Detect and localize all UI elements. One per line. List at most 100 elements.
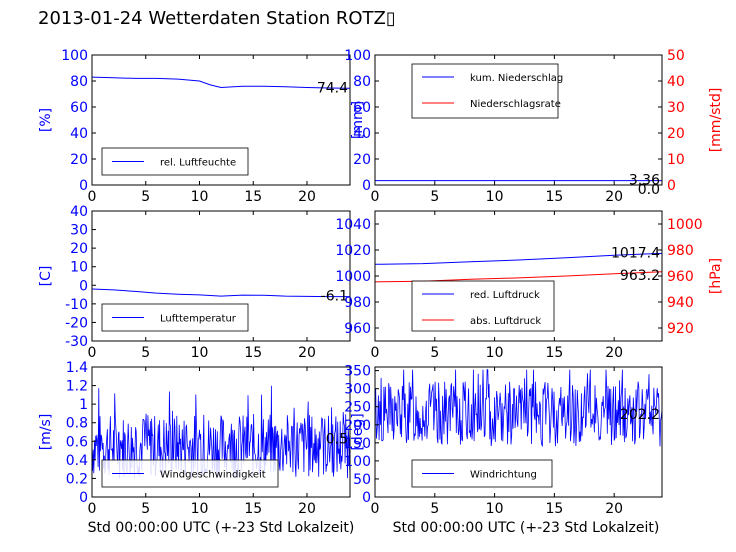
legend-entry: Windrichtung (470, 470, 537, 481)
y-right-tick-label: 40 (667, 74, 685, 90)
y-tick-label: 0.6 (66, 434, 88, 450)
y-tick-label: -10 (65, 297, 88, 313)
y-tick-label: 300 (344, 382, 371, 398)
y-tick-label: 0 (79, 490, 88, 506)
legend-entry: Windgeschwindigkeit (160, 470, 266, 481)
x-tick-label: 20 (605, 189, 623, 205)
last-value-label: 1017.4 (611, 245, 660, 261)
y-tick-label: 0.8 (66, 416, 88, 432)
axes-frame (91, 54, 351, 186)
x-tick-label: 5 (141, 501, 150, 517)
last-value-label: 0.5 (326, 432, 348, 448)
x-tick-label: 15 (545, 501, 563, 517)
x-tick-label: 0 (88, 501, 97, 517)
y-right-tick-label: 20 (667, 126, 685, 142)
y-tick-label: 1 (79, 397, 88, 413)
x-axis-label: Std 00:00:00 UTC (+-23 Std Lokalzeit) (393, 520, 660, 536)
y-tick-label: 40 (70, 204, 88, 220)
y-tick-label: 1.2 (66, 379, 88, 395)
legend-entry: abs. Luftdruck (470, 316, 541, 327)
page-title: 2013-01-24 Wetterdaten Station ROTZ▯ (38, 8, 396, 29)
series-line-windrichtung (374, 369, 663, 448)
y-right-tick-label: 940 (667, 295, 694, 311)
last-value-label: 202.2 (620, 407, 660, 423)
x-tick-label: 15 (244, 501, 262, 517)
legend-box (411, 280, 555, 332)
y-right-tick-label: 980 (667, 243, 694, 259)
y-axis-label: [deg] (350, 413, 366, 450)
x-tick-label: 15 (244, 189, 262, 205)
x-axis-label: Std 00:00:00 UTC (+-23 Std Lokalzeit) (88, 520, 355, 536)
y-tick-label: 1000 (335, 269, 371, 285)
x-tick-label: 10 (191, 501, 209, 517)
x-tick-label: 15 (545, 189, 563, 205)
last-value-label: 74.4 (317, 80, 348, 96)
y-axis-label: [%] (38, 108, 54, 132)
x-tick-label: 0 (371, 189, 380, 205)
x-tick-label: 20 (298, 189, 316, 205)
x-tick-label: 0 (88, 189, 97, 205)
legend-entry: kum. Niederschlag (470, 73, 563, 84)
y-right-tick-label: 50 (667, 48, 685, 64)
axes-frame (91, 366, 351, 498)
y-tick-label: 960 (344, 321, 371, 337)
y-axis-label-right: [hPa] (708, 258, 724, 294)
y-tick-label: 60 (353, 100, 371, 116)
y-tick-label: 0 (79, 178, 88, 194)
legend-entry: Niederschlagsrate (470, 99, 561, 110)
y-tick-label: 80 (70, 74, 88, 90)
x-tick-label: 10 (191, 345, 209, 361)
legend-box (411, 63, 559, 119)
y-tick-label: 100 (344, 48, 371, 64)
y-right-tick-label: 10 (667, 152, 685, 168)
series-line-lufttemperatur (91, 288, 350, 298)
y-right-tick-label: 30 (667, 100, 685, 116)
y-tick-label: 100 (344, 454, 371, 470)
y-axis-label: [C] (38, 266, 54, 287)
y-tick-label: 30 (70, 223, 88, 239)
last-value-label: 0.0 (638, 182, 660, 198)
x-tick-label: 5 (430, 501, 439, 517)
y-tick-label: 1.4 (66, 360, 88, 376)
y-tick-label: 20 (70, 152, 88, 168)
axes-frame (374, 54, 663, 186)
x-tick-label: 20 (605, 501, 623, 517)
last-value-label: -6.1 (321, 289, 348, 305)
series-line-red-luftdruck (374, 252, 663, 265)
y-tick-label: 0 (79, 278, 88, 294)
x-tick-label: 20 (605, 345, 623, 361)
x-tick-label: 5 (141, 345, 150, 361)
x-tick-label: 0 (371, 501, 380, 517)
y-tick-label: 0 (362, 178, 371, 194)
y-tick-label: 1020 (335, 243, 371, 259)
y-tick-label: 200 (344, 418, 371, 434)
y-tick-label: 150 (344, 436, 371, 452)
x-tick-label: 20 (298, 345, 316, 361)
y-tick-label: 0 (362, 490, 371, 506)
y-tick-label: 0.4 (66, 453, 88, 469)
y-tick-label: 100 (61, 48, 88, 64)
y-tick-label: 0.2 (66, 471, 88, 487)
legend-entry: Lufttemperatur (160, 314, 237, 325)
y-tick-label: 250 (344, 400, 371, 416)
y-tick-label: 10 (70, 260, 88, 276)
y-tick-label: 1040 (335, 217, 371, 233)
legend-entry: rel. Luftfeuchte (160, 158, 236, 169)
y-tick-label: 980 (344, 295, 371, 311)
y-tick-label: -30 (65, 334, 88, 350)
y-right-tick-label: 1000 (667, 217, 703, 233)
y-tick-label: 20 (70, 241, 88, 257)
x-tick-label: 0 (88, 345, 97, 361)
y-tick-label: 60 (70, 100, 88, 116)
y-axis-label: [mm] (350, 101, 366, 139)
x-tick-label: 20 (298, 501, 316, 517)
x-tick-label: 10 (191, 189, 209, 205)
y-axis-label-right: [mm/std] (708, 88, 724, 153)
y-right-tick-label: 0 (667, 178, 676, 194)
axes-frame (374, 366, 663, 498)
x-tick-label: 10 (486, 501, 504, 517)
x-tick-label: 10 (486, 189, 504, 205)
y-axis-label: [m/s] (38, 414, 54, 451)
x-tick-label: 0 (371, 345, 380, 361)
y-tick-label: 80 (353, 74, 371, 90)
